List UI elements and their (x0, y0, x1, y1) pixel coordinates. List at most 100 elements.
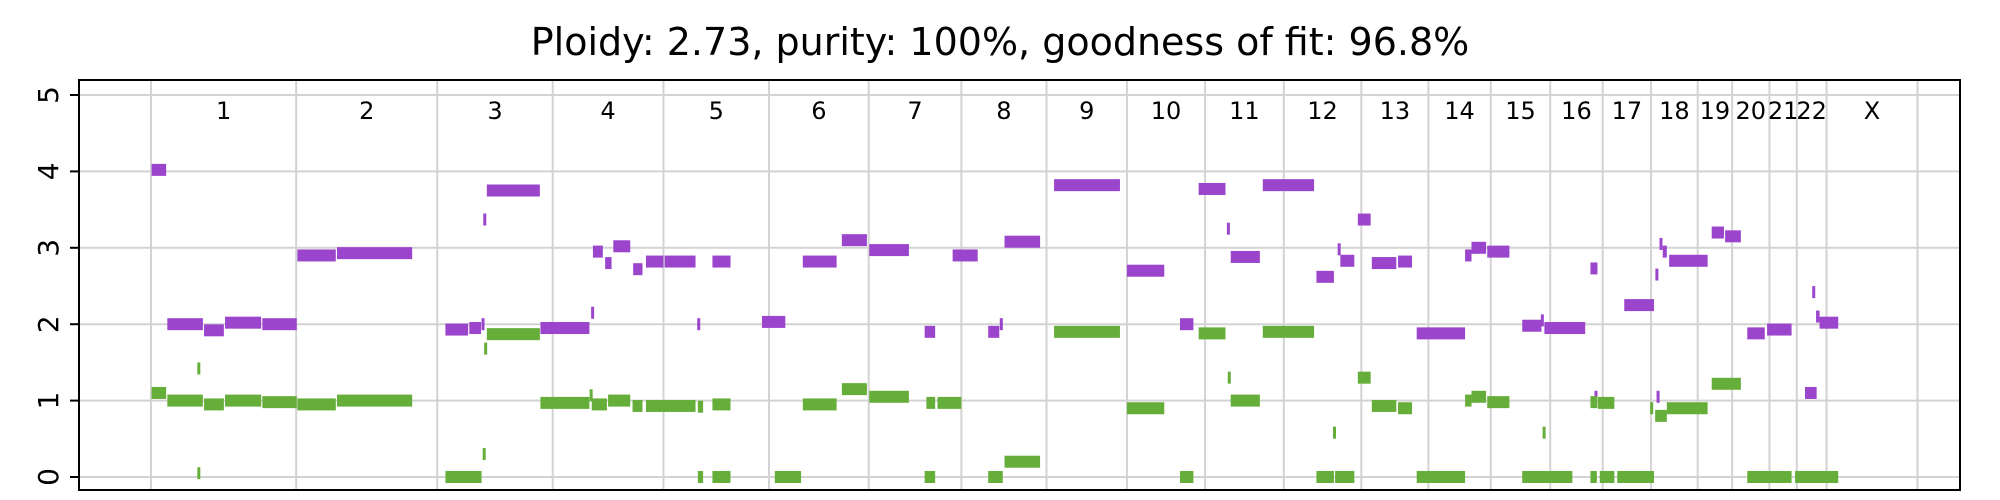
minor-segment (1004, 455, 1041, 468)
minor-segment (697, 471, 704, 483)
minor-segment (484, 342, 488, 355)
minor-segment (1126, 402, 1165, 415)
chromosome-label: 2 (359, 97, 374, 125)
major-segment (999, 318, 1003, 331)
major-segment (1819, 316, 1839, 329)
ytick-label: 3 (32, 239, 65, 257)
minor-segment (1542, 426, 1546, 439)
major-segment (225, 316, 262, 329)
minor-segment (1655, 409, 1667, 422)
chromosome-label: 5 (709, 97, 724, 125)
major-segment (1398, 255, 1413, 268)
major-segment (1711, 226, 1724, 239)
chromosome-label: 7 (907, 97, 922, 125)
major-segment (1198, 182, 1226, 195)
minor-segment (589, 389, 593, 402)
major-segment (486, 184, 540, 197)
minor-segment (1599, 471, 1615, 483)
chromosome-label: 13 (1380, 97, 1411, 125)
major-segment (1624, 299, 1654, 312)
major-segment (1226, 222, 1230, 235)
major-segment (1662, 245, 1667, 258)
chromosome-label: 6 (811, 97, 826, 125)
minor-segment (225, 394, 262, 407)
major-segment (1340, 254, 1355, 267)
minor-segment (1416, 471, 1466, 483)
minor-segment (1227, 371, 1231, 384)
chromosome-label: 8 (996, 97, 1011, 125)
major-segment (1816, 310, 1820, 323)
minor-segment (802, 398, 837, 411)
minor-segment (937, 396, 962, 409)
ytick-label: 5 (32, 86, 65, 104)
major-segment (1004, 235, 1041, 248)
chromosome-label: 14 (1444, 97, 1475, 125)
major-segment (841, 234, 867, 247)
minor-segment (197, 467, 201, 480)
chromosome-label: 20 (1735, 97, 1766, 125)
segments-layer (151, 163, 1839, 483)
minor-segment (1650, 402, 1654, 415)
minor-segment (1333, 426, 1337, 439)
chromosome-label: 19 (1700, 97, 1731, 125)
minor-segment (1711, 377, 1741, 390)
minor-segment (1054, 325, 1120, 338)
minor-segment (204, 398, 224, 411)
minor-segment (1795, 471, 1839, 483)
major-segment (605, 257, 612, 270)
minor-segment (262, 396, 297, 409)
chromosome-label: X (1864, 97, 1880, 125)
minor-segment (1398, 402, 1413, 415)
major-segment (1544, 322, 1586, 335)
major-segment (592, 245, 603, 258)
chromosome-label: 9 (1079, 97, 1094, 125)
minor-segment (591, 398, 607, 411)
minor-segment (926, 396, 936, 409)
major-segment (802, 255, 837, 268)
chromosome-label: 21 (1768, 97, 1799, 125)
major-segment (1416, 327, 1466, 340)
minor-segment (712, 398, 731, 411)
chromosome-label: 18 (1659, 97, 1690, 125)
major-segment (924, 325, 936, 338)
minor-segment (486, 328, 540, 341)
major-segment (151, 163, 167, 176)
chromosome-label: 1 (216, 97, 231, 125)
major-segment (664, 255, 696, 268)
chromosome-label: 22 (1796, 97, 1827, 125)
minor-segment (1590, 471, 1597, 483)
chart-title: Ploidy: 2.73, purity: 100%, goodness of … (531, 20, 1469, 64)
minor-segment (336, 394, 413, 407)
plot-frame (78, 79, 1961, 491)
minor-segment (774, 471, 802, 483)
minor-segment (869, 390, 909, 403)
minor-segment (1198, 327, 1226, 340)
minor-segment (167, 394, 203, 407)
minor-segment (1316, 471, 1334, 483)
minor-segment (1617, 471, 1654, 483)
major-segment (761, 315, 786, 328)
minor-segment (1262, 325, 1315, 338)
major-segment (712, 255, 731, 268)
minor-segment (297, 398, 336, 411)
major-segment (1180, 318, 1194, 331)
minor-segment (841, 383, 867, 396)
chromosome-label: 15 (1505, 97, 1536, 125)
major-segment (1669, 254, 1708, 267)
major-segment (1656, 390, 1660, 403)
major-segment (1804, 386, 1817, 399)
ytick-label: 2 (32, 315, 65, 333)
major-segment (1747, 327, 1765, 340)
chromosome-label: 3 (487, 97, 502, 125)
minor-segment (924, 471, 936, 483)
minor-segment (445, 471, 482, 483)
minor-segment (540, 396, 590, 409)
major-segment (1054, 179, 1120, 192)
minor-segment (151, 386, 167, 399)
minor-segment (1590, 396, 1598, 409)
minor-segment (1666, 402, 1708, 415)
ytick-label: 0 (32, 468, 65, 486)
major-segment (1262, 179, 1315, 192)
minor-segment (1371, 399, 1397, 412)
